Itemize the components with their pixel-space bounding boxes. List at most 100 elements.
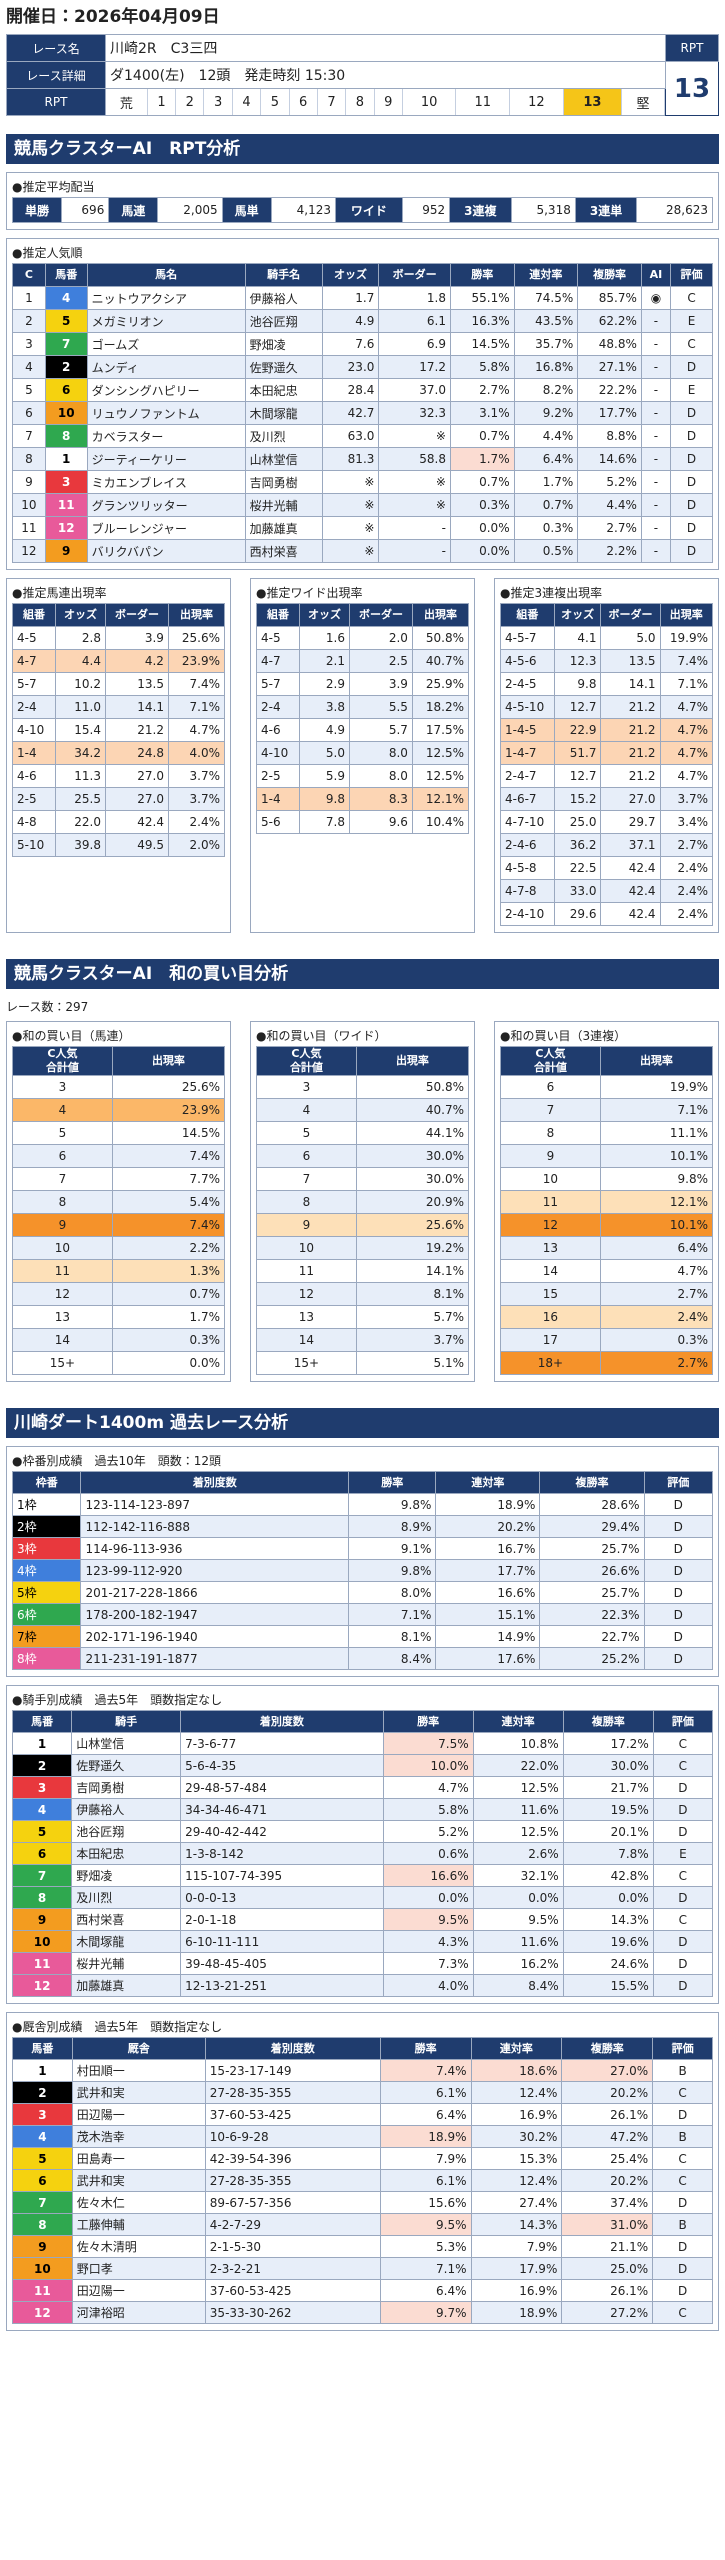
table-cell: 50.8%: [355, 1075, 470, 1099]
table-cell: 81.3: [321, 447, 380, 471]
label: レース名: [6, 34, 106, 62]
table-cell: 6-10-11-111: [180, 1930, 384, 1953]
table-row: 16 2.4%: [500, 1305, 714, 1329]
column-header: 馬名: [86, 263, 246, 287]
table-cell: 25.6%: [111, 1075, 226, 1099]
table-cell: 2.7%: [599, 1282, 714, 1306]
table-cell: 24.6%: [562, 1952, 654, 1975]
table-row: 11 14.1%: [256, 1259, 470, 1283]
table-cell: 25.0%: [561, 2257, 654, 2280]
table-cell: 2.7%: [659, 833, 713, 857]
column-header: 出現率: [659, 603, 713, 627]
table-cell: 12: [12, 539, 46, 563]
table-cell: 17.2%: [562, 1732, 654, 1755]
table-cell: 2-0-1-18: [180, 1908, 384, 1931]
table-cell: 2.1: [299, 649, 350, 673]
column-header: 組番: [11, 603, 57, 627]
table-row: 4-5-10 12.7 21.2 4.7%: [500, 695, 713, 719]
column-header: 出現率: [411, 603, 470, 627]
table-cell: 17.7%: [435, 1559, 541, 1582]
table-cell: 202-171-196-1940: [80, 1625, 350, 1648]
table-body: 1 4 ニットウアクシア 伊藤裕人 1.7 1.8 55.1% 74.5% 85.7% ◉ C 2 5 メ…: [12, 286, 713, 563]
table-cell: 11: [256, 1259, 357, 1283]
table-row: 11 田辺陽一 37-60-53-425 6.4% 16.9% 26.1% D: [12, 2279, 713, 2302]
table-cell: リュウノファントム: [86, 401, 246, 425]
table-cell: 23.0: [321, 355, 380, 379]
box-title: ●和の買い目（3連複）: [500, 1029, 627, 1043]
table-cell: 9: [44, 539, 88, 563]
table-row: 11 桜井光輔 39-48-45-405 7.3% 16.2% 24.6% D: [11, 1952, 714, 1975]
table-cell: 123-114-123-897: [80, 1493, 350, 1516]
column-header: 評価: [652, 1710, 714, 1733]
table-cell: 伊藤裕人: [244, 286, 323, 310]
table-row: 13 6.4%: [500, 1236, 714, 1260]
table-cell: 63.0: [321, 424, 380, 448]
table-cell: 14: [12, 1328, 113, 1352]
payout-label: 3連単: [574, 197, 638, 223]
table-cell: 6.1: [378, 309, 451, 333]
column-header: 勝率: [449, 263, 515, 287]
table-cell: 12.7: [553, 764, 602, 788]
table-row: 17 0.3%: [500, 1328, 714, 1352]
table-cell: 6: [500, 1075, 601, 1099]
table-cell: 桜井光輔: [71, 1952, 182, 1975]
table-row: 1-4 34.2 24.8 4.0%: [11, 741, 226, 765]
table-cell: 22.2%: [577, 378, 642, 402]
table-cell: 3.9: [104, 626, 169, 650]
table-row: 3 25.6%: [12, 1075, 226, 1099]
scale-item: 6: [289, 89, 318, 115]
table-cell: 12-13-21-251: [180, 1974, 384, 1997]
table-cell: 2-4-10: [500, 902, 555, 926]
table-cell: 13.5: [104, 672, 169, 696]
table-cell: 0.7%: [449, 424, 515, 448]
table-row: 8 及川烈 0-0-0-13 0.0% 0.0% 0.0% D: [11, 1886, 714, 1909]
table-cell: 5-6: [255, 810, 301, 834]
table-cell: D: [652, 1886, 714, 1909]
table-cell: 39-48-45-405: [180, 1952, 384, 1975]
table-row: 7 7.7%: [12, 1167, 226, 1191]
table-cell: -: [640, 378, 672, 402]
table-cell: 12.4%: [470, 2081, 563, 2104]
column-header: 連対率: [435, 1471, 541, 1494]
table-cell: 48.8%: [577, 332, 642, 356]
table-cell: 2.4%: [599, 1305, 714, 1329]
table-cell: 5.7%: [355, 1305, 470, 1329]
table-cell: 15.4: [55, 718, 106, 742]
table-row: 5 44.1%: [256, 1121, 470, 1145]
table-cell: 5: [11, 1820, 73, 1843]
table-cell: C: [652, 2081, 713, 2104]
column-header: 複勝率: [562, 1710, 654, 1733]
table-cell: 9: [12, 1213, 113, 1237]
table-cell: 吉岡勇樹: [71, 1776, 182, 1799]
table-head: 組番 オッズ ボーダー 出現率: [11, 603, 226, 627]
table-cell: 0.0%: [449, 539, 515, 563]
table-cell: 4: [11, 1798, 73, 1821]
table-cell: 21.2: [104, 718, 169, 742]
table-cell: 42.4: [600, 879, 661, 903]
table-cell: 44.1%: [355, 1121, 470, 1145]
table-cell: D: [652, 2235, 713, 2258]
table-cell: 19.9%: [659, 626, 713, 650]
trainer-box: ●厩舎別成績 過去5年 頭数指定なし 馬番 厩舎 着別度数 勝率 連対率 複勝率 評価 1 村田…: [6, 2012, 719, 2331]
table-cell: D: [652, 1820, 714, 1843]
scale-item: 11: [455, 89, 511, 115]
table-cell: 15+: [256, 1351, 357, 1375]
table-cell: 5.3%: [379, 2235, 472, 2258]
table-cell: 115-107-74-395: [180, 1864, 384, 1887]
payout-value: 2,005: [157, 197, 223, 223]
table-cell: 11: [500, 1190, 601, 1214]
column-header: AI: [640, 263, 672, 287]
table-cell: 4-5: [11, 626, 57, 650]
jockey-table: 馬番 騎手 着別度数 勝率 連対率 複勝率 評価 1 山林堂信 7-3-6-77 7.5% 10.8%…: [11, 1710, 714, 1997]
table-cell: 3.4%: [659, 810, 713, 834]
box-title: ●和の買い目（馬連）: [12, 1029, 131, 1043]
table-cell: 0.7%: [449, 470, 515, 494]
table-cell: 6.4%: [379, 2103, 472, 2126]
table-row: 7 野畑凌 115-107-74-395 16.6% 32.1% 42.8% C: [11, 1864, 714, 1887]
table-cell: 8: [12, 447, 46, 471]
payout-label: ワイド: [334, 197, 403, 223]
table-cell: 9.8%: [348, 1559, 437, 1582]
table-cell: 17.2: [378, 355, 451, 379]
table-cell: 37.1: [600, 833, 661, 857]
table-cell: 9.8%: [599, 1167, 714, 1191]
